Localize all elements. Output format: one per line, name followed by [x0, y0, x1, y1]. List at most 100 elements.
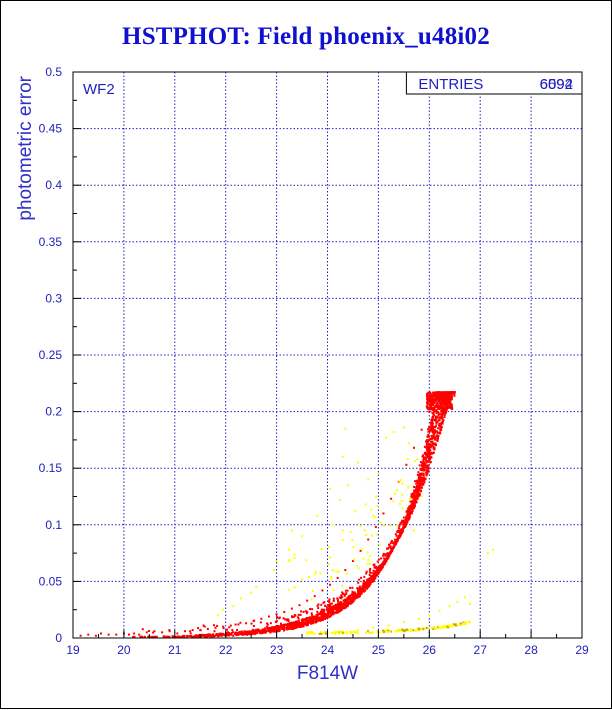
data-point — [401, 493, 404, 496]
data-point — [299, 613, 302, 616]
data-point — [328, 598, 331, 601]
data-point — [328, 601, 331, 604]
data-point — [377, 572, 380, 575]
data-point — [324, 616, 327, 619]
data-point — [398, 525, 401, 528]
data-point — [359, 587, 362, 590]
data-point — [469, 603, 472, 606]
data-point — [367, 630, 370, 633]
data-point — [275, 625, 278, 628]
data-point — [398, 529, 401, 532]
data-point — [420, 472, 423, 475]
data-point — [388, 544, 391, 547]
data-point — [299, 621, 302, 624]
data-point — [430, 437, 433, 440]
data-point — [303, 618, 306, 621]
data-point — [438, 413, 441, 416]
data-point — [406, 507, 409, 510]
data-point — [383, 563, 386, 566]
data-point — [318, 632, 321, 635]
data-point — [386, 555, 389, 558]
data-point — [362, 587, 365, 590]
data-point — [422, 457, 425, 460]
data-point — [322, 612, 325, 615]
data-point — [339, 604, 342, 607]
data-point — [436, 398, 439, 401]
data-point — [445, 398, 448, 401]
y-tick-label: 0.5 — [45, 65, 62, 79]
data-point — [133, 632, 136, 635]
data-point — [430, 424, 433, 427]
data-point — [367, 478, 370, 481]
data-point — [433, 406, 436, 409]
data-point — [338, 605, 341, 608]
data-point — [365, 572, 368, 575]
data-point — [328, 604, 331, 607]
data-point — [320, 610, 323, 613]
data-point — [341, 605, 344, 608]
data-point — [417, 629, 420, 632]
data-point — [422, 456, 425, 459]
data-point — [241, 633, 244, 636]
x-tick-label: 22 — [219, 643, 233, 657]
data-point — [429, 404, 432, 407]
data-point — [452, 623, 455, 626]
data-point — [333, 604, 336, 607]
stats-value: 6092 — [540, 76, 573, 93]
data-point — [152, 635, 155, 638]
data-point — [441, 422, 444, 425]
data-point — [413, 489, 416, 492]
data-point — [412, 493, 415, 496]
data-point — [449, 397, 452, 400]
data-point — [354, 596, 357, 599]
data-point — [324, 617, 327, 620]
data-point — [430, 402, 433, 405]
data-point — [456, 600, 459, 603]
data-point — [408, 517, 411, 520]
data-point — [400, 521, 403, 524]
data-point — [271, 627, 274, 630]
data-point — [344, 606, 347, 609]
data-point — [434, 426, 437, 429]
data-point — [304, 610, 307, 613]
data-point — [263, 631, 266, 634]
data-point — [434, 419, 437, 422]
data-point — [365, 584, 368, 587]
data-point — [418, 494, 421, 497]
data-point — [439, 397, 442, 400]
data-point — [407, 511, 410, 514]
data-point — [370, 534, 373, 537]
data-point — [428, 444, 431, 447]
data-point — [425, 448, 428, 451]
data-point — [310, 613, 313, 616]
data-point — [339, 498, 342, 501]
data-point — [440, 417, 443, 420]
data-point — [317, 603, 320, 606]
data-point — [285, 628, 288, 631]
data-point — [253, 632, 256, 635]
data-point — [422, 454, 425, 457]
data-point — [366, 551, 369, 554]
data-point — [387, 546, 390, 549]
data-point — [230, 631, 233, 634]
data-point — [277, 617, 280, 620]
data-point — [179, 635, 182, 638]
data-point — [329, 583, 332, 586]
data-point — [421, 455, 424, 458]
data-point — [221, 634, 224, 637]
data-point — [434, 437, 437, 440]
data-point — [367, 631, 370, 634]
data-point — [431, 419, 434, 422]
data-point — [332, 597, 335, 600]
data-point — [440, 426, 443, 429]
data-point — [411, 509, 414, 512]
data-point — [293, 557, 296, 560]
data-point — [411, 506, 414, 509]
data-point — [315, 619, 318, 622]
data-point — [455, 623, 458, 626]
data-point — [421, 480, 424, 483]
data-point — [398, 502, 401, 505]
data-point — [401, 528, 404, 531]
data-point — [450, 405, 453, 408]
data-point — [297, 619, 300, 622]
